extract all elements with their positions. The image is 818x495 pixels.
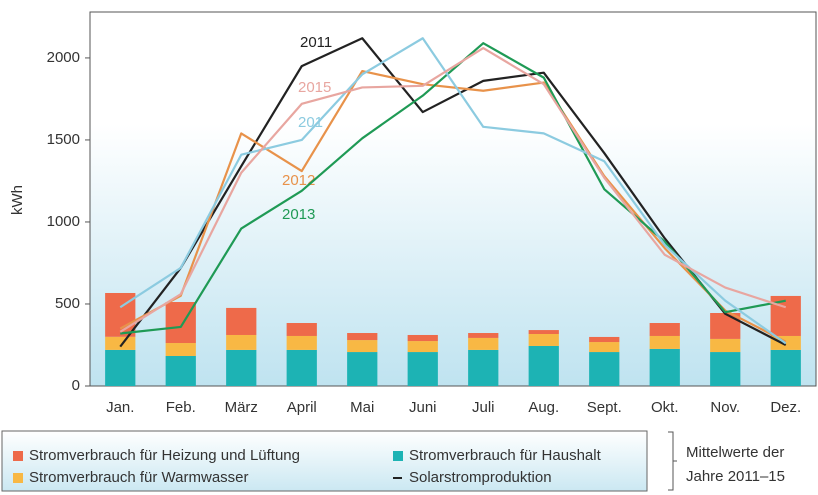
bar-segment [407,352,438,386]
bar-segment [528,330,559,335]
x-tick-label: Aug. [528,399,559,416]
x-tick-label: Jan. [106,399,134,416]
legend-label: Stromverbrauch für Heizung und Lüftung [29,447,300,464]
y-tick-label: 1500 [47,131,80,148]
plot-area [89,11,817,387]
bar-segment [589,352,620,386]
legend-swatch [13,451,23,461]
bar-segment [468,333,499,338]
bar-segment [226,334,257,350]
legend-swatch [13,473,23,483]
bar-segment [468,349,499,386]
bar-segment [286,323,317,336]
legend-swatch [393,451,403,461]
line-label: 2013 [282,206,315,223]
x-tick-label: April [287,399,317,416]
solar-line [119,46,787,333]
x-tick-label: Okt. [651,399,679,416]
bar-segment [105,349,136,386]
bar-segment [770,349,801,386]
bar-segment [710,352,741,386]
bar-segment [347,340,378,353]
note-line: Jahre 2011–15 [686,468,785,485]
x-tick-label: Feb. [166,399,196,416]
bar-segment [589,336,620,343]
note-line: Mittelwerte der [686,444,784,461]
x-tick-label: Juli [472,399,495,416]
bar-segment [105,336,136,350]
bar-segment [286,349,317,386]
y-tick-label: 0 [72,377,80,394]
line-label: 2011 [300,34,332,51]
bar-segment [468,337,499,350]
bar-segment [710,313,741,339]
bar-segment [165,343,196,356]
bracket [668,431,677,491]
bar-segment [649,335,680,349]
bar-segment [226,349,257,386]
x-tick-label: März [225,399,258,416]
solar-line [119,37,787,348]
legend-label: Stromverbrauch für Haushalt [409,447,602,464]
line-label: 2015 [298,79,331,96]
x-tick-label: Dez. [770,399,801,416]
legend-box [1,430,648,492]
y-tick-label: 500 [55,295,80,312]
y-tick-label: 1000 [47,213,80,230]
bar-segment [528,345,559,386]
solar-line [119,37,787,345]
bar-segment [407,334,438,342]
bar-segment [649,323,680,336]
bar-segment [165,355,196,386]
y-tick-label: 2000 [47,49,80,66]
bar-segment [649,348,680,386]
legend-label: Solarstromproduktion [409,469,552,486]
bar-segment [589,342,620,353]
x-tick-label: Mai [350,399,374,416]
y-axis-label: kWh [9,185,26,215]
x-tick-label: Sept. [587,399,622,416]
bar-segment [407,341,438,353]
bar-segment [226,307,257,335]
bar-segment [347,333,378,341]
line-label: 201 [298,114,323,131]
solar-line [119,69,787,343]
x-tick-label: Juni [409,399,437,416]
x-tick-label: Nov. [710,399,740,416]
bar-segment [286,335,317,350]
bar-segment [528,334,559,346]
legend-label: Stromverbrauch für Warmwasser [29,469,249,486]
line-label: 2012 [282,172,315,189]
bar-segment [347,352,378,386]
bar-segment [710,338,741,353]
